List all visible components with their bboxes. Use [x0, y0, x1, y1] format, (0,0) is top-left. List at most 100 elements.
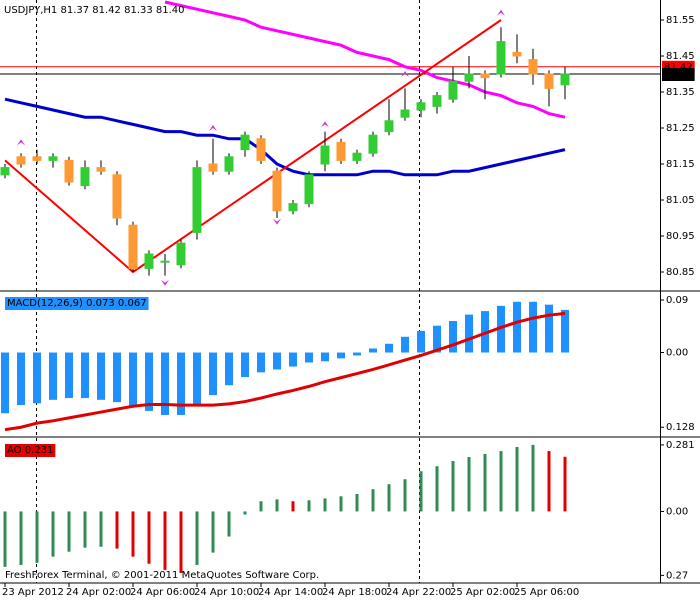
macd-bar: [209, 352, 217, 396]
y-tick-label: 81.55: [666, 15, 695, 26]
y-tick-label: 81.25: [666, 123, 695, 134]
candle-body: [32, 156, 42, 161]
candle-body: [448, 80, 458, 100]
y-tick-label: 0.281: [666, 440, 695, 451]
macd-bar: [337, 352, 345, 359]
fractal-up: [209, 125, 217, 131]
macd-bar: [225, 352, 233, 386]
macd-bar: [33, 352, 41, 404]
chart-title: USDJPY,H1 81.37 81.42 81.33 81.40: [4, 5, 185, 16]
label-box: [662, 68, 695, 81]
macd-bar: [1, 352, 9, 414]
y-tick-label: 81.15: [666, 159, 695, 170]
y-tick-label: 0.00: [666, 348, 688, 359]
label-box: [5, 444, 56, 457]
candle-body: [16, 156, 26, 165]
indicator-label: AO 0.231: [7, 445, 53, 456]
y-tick-label: 0.27: [666, 570, 688, 581]
macd-bar: [401, 336, 409, 353]
macd-bar: [129, 352, 137, 407]
macd-bar: [561, 309, 569, 353]
fractal-down: [161, 279, 169, 286]
macd-bar: [321, 352, 329, 362]
y-tick-label: 80.95: [666, 231, 695, 242]
candle-body: [384, 120, 394, 133]
candle-body: [416, 102, 426, 111]
macd-bar: [161, 352, 169, 415]
candle-body: [480, 73, 490, 79]
macd-bar: [497, 305, 505, 353]
candle-body: [96, 167, 106, 172]
x-tick-label: 25 Apr 02:00: [450, 587, 515, 598]
y-tick-label: 81.35: [666, 87, 695, 98]
candle-body: [400, 109, 410, 118]
y-tick-label: 80.85: [666, 267, 695, 278]
candle-body: [464, 73, 474, 82]
fractal-down: [273, 218, 281, 225]
macd-bar: [65, 352, 73, 399]
candle-body: [544, 73, 554, 89]
candle-body: [560, 73, 570, 86]
candle-body: [288, 203, 298, 212]
candle-body: [192, 167, 202, 233]
y-tick-label: 81.05: [666, 195, 695, 206]
candle-body: [528, 59, 538, 75]
macd-bar: [305, 352, 313, 363]
y-tick-label: 81.45: [666, 51, 695, 62]
candle-body: [352, 152, 362, 161]
fractal-up: [497, 9, 505, 16]
x-tick-label: 24 Apr 02:00: [66, 587, 131, 598]
fractal-up: [401, 71, 409, 77]
candle-body: [112, 174, 122, 219]
candle-body: [80, 167, 90, 187]
macd-bar: [97, 352, 105, 400]
macd-bar: [241, 352, 249, 378]
macd-bar: [81, 352, 89, 399]
macd-bar: [257, 352, 265, 373]
candle-body: [48, 156, 58, 161]
x-tick-label: 25 Apr 06:00: [514, 587, 579, 598]
macd-bar: [449, 321, 457, 353]
x-tick-label: 24 Apr 18:00: [322, 587, 387, 598]
macd-bar: [273, 352, 281, 370]
x-tick-label: 24 Apr 06:00: [130, 587, 195, 598]
macd-bar: [289, 352, 297, 367]
fractal-up: [321, 121, 329, 128]
macd-bar: [113, 352, 121, 403]
macd-bar: [417, 330, 425, 353]
candle-body: [64, 159, 74, 183]
candle-body: [224, 156, 234, 172]
macd-bar: [145, 352, 153, 411]
candle-body: [144, 253, 154, 269]
macd-bar: [17, 352, 25, 406]
macd-bar: [529, 301, 537, 353]
candle-body: [336, 141, 346, 161]
label-box: [5, 297, 149, 310]
macd-bar: [433, 325, 441, 353]
x-tick-label: 23 Apr 2012: [2, 587, 64, 598]
price-label: 81.42: [664, 62, 693, 73]
candle-body: [304, 174, 314, 205]
candle-body: [320, 145, 330, 165]
moving-average: [164, 0, 566, 119]
candle-body: [272, 170, 282, 212]
signal-line: [4, 311, 566, 432]
candle-body: [176, 242, 186, 266]
y-tick-label: 0.00: [666, 506, 688, 517]
macd-bar: [369, 348, 377, 353]
frames: [0, 0, 700, 584]
price-label: 81.40: [664, 69, 693, 80]
candle-body: [208, 163, 218, 172]
candle-body: [512, 51, 522, 57]
macd-bar: [545, 304, 553, 353]
macd-bar: [385, 343, 393, 353]
candle-body: [256, 138, 266, 161]
macd-bar: [177, 352, 185, 415]
footer-text: FreshForex Terminal, © 2001-2011 MetaQuo…: [5, 570, 319, 581]
candle-body: [240, 134, 250, 151]
macd-bar: [513, 301, 521, 353]
macd-bar: [49, 352, 57, 400]
y-tick-label: 0.09: [666, 295, 688, 306]
indicator-label: MACD(12,26,9) 0.073 0.067: [7, 298, 147, 309]
